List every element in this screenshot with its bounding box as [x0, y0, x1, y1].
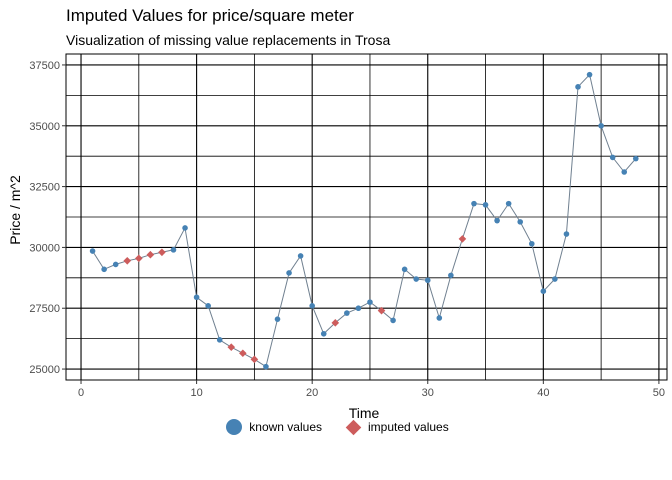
chart-subtitle: Visualization of missing value replaceme… [66, 32, 391, 48]
known-point [517, 219, 524, 225]
known-point [528, 240, 535, 247]
known-point [436, 315, 443, 321]
imputed-point [227, 343, 236, 351]
known-point [286, 270, 292, 276]
imputed-point [123, 256, 132, 265]
known-point [401, 266, 408, 273]
known-point [263, 363, 269, 370]
x-tick-label: 0 [78, 387, 84, 399]
legend-item-imputed: imputed values [342, 416, 449, 438]
value-line [92, 73, 637, 368]
imputed-point [239, 349, 247, 358]
known-point [424, 277, 431, 284]
circle-icon [226, 419, 243, 435]
diamond-icon [345, 419, 361, 435]
grid [65, 53, 668, 381]
legend-label-imputed: imputed values [368, 420, 449, 434]
known-point [320, 330, 327, 337]
known-point [216, 337, 223, 343]
known-point [193, 294, 200, 301]
y-tick-label: 37500 [29, 60, 60, 72]
known-point [586, 71, 593, 78]
known-point [309, 302, 315, 309]
x-axis-title: Time [349, 405, 380, 421]
legend-key-imputed [342, 416, 364, 438]
y-tick-label: 35000 [29, 121, 60, 133]
y-tick-label: 25000 [29, 364, 60, 376]
known-point [609, 154, 616, 161]
x-tick-label: 20 [306, 387, 318, 399]
x-tick-label: 10 [190, 387, 202, 399]
y-tick-label: 27500 [29, 303, 60, 315]
legend-label-known: known values [249, 420, 322, 434]
known-point [575, 84, 581, 90]
y-axis-title: Price / m^2 [7, 175, 23, 245]
legend: known values imputed values [0, 416, 672, 438]
known-point [89, 248, 96, 254]
legend-item-known: known values [223, 416, 322, 438]
y-tick-label: 32500 [29, 182, 60, 194]
known-point [297, 253, 304, 259]
known-point [494, 217, 500, 224]
known-point [355, 305, 362, 312]
known-point [274, 316, 281, 322]
known-point [482, 202, 489, 208]
known-point [598, 122, 604, 129]
known-point [540, 288, 547, 295]
legend-key-known [223, 416, 245, 438]
imputed-point [377, 306, 386, 315]
known-point [563, 231, 570, 237]
imputed-point [458, 235, 467, 243]
known-point [344, 310, 350, 316]
known-point [390, 317, 396, 324]
imputed-point [135, 254, 143, 263]
axes: 0 10 20 30 40 50 25000 27500 30000 32500 35000 3750… [29, 60, 665, 399]
known-point [205, 302, 211, 309]
imputed-point [331, 319, 340, 327]
known-point [101, 266, 107, 273]
known-point [632, 155, 639, 162]
known-point [621, 169, 628, 175]
y-tick-label: 30000 [29, 242, 60, 254]
chart-title: Imputed Values for price/square meter [66, 6, 354, 25]
series-line [92, 73, 637, 368]
known-point [505, 200, 512, 207]
known-point [112, 261, 119, 268]
points [89, 71, 639, 370]
x-tick-label: 50 [653, 387, 665, 399]
imputed-point [250, 355, 259, 364]
known-point [552, 276, 558, 282]
imputed-point [146, 250, 155, 259]
known-point [170, 247, 177, 253]
known-point [182, 225, 188, 231]
known-point [413, 276, 419, 282]
imputed-point [158, 248, 166, 257]
known-point [367, 299, 373, 305]
known-point [448, 272, 454, 279]
x-tick-label: 30 [422, 387, 434, 399]
known-point [471, 200, 477, 207]
x-tick-label: 40 [537, 387, 549, 399]
